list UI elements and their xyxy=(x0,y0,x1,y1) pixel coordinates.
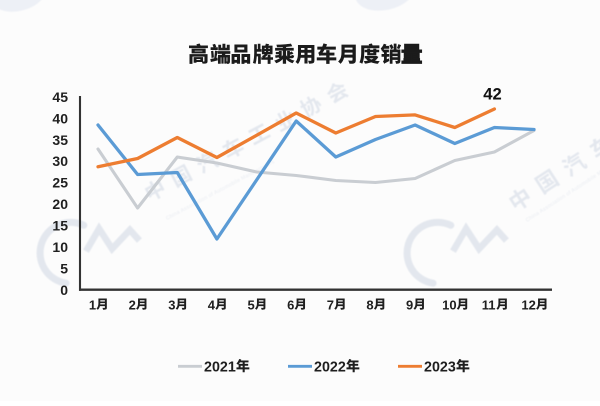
svg-text:20: 20 xyxy=(52,196,68,212)
svg-text:2022: 2022 xyxy=(314,359,346,375)
svg-text:9: 9 xyxy=(406,297,413,312)
svg-text:11: 11 xyxy=(482,297,496,312)
svg-text:5: 5 xyxy=(60,261,68,277)
svg-text:10: 10 xyxy=(52,239,68,255)
svg-text:25: 25 xyxy=(52,175,68,191)
svg-text:30: 30 xyxy=(52,153,68,169)
svg-text:15: 15 xyxy=(52,218,68,234)
svg-text:6: 6 xyxy=(287,297,294,312)
svg-text:0: 0 xyxy=(60,282,68,298)
svg-text:35: 35 xyxy=(52,132,68,148)
svg-text:2023: 2023 xyxy=(424,359,456,375)
svg-text:40: 40 xyxy=(52,110,68,126)
svg-text:4: 4 xyxy=(208,297,216,312)
svg-text:42: 42 xyxy=(483,84,501,103)
svg-text:8: 8 xyxy=(366,297,373,312)
svg-text:5: 5 xyxy=(248,297,255,312)
svg-text:12: 12 xyxy=(521,297,535,312)
svg-text:2021: 2021 xyxy=(204,359,236,375)
svg-text:1: 1 xyxy=(89,297,96,312)
svg-text:3: 3 xyxy=(168,297,175,312)
svg-text:10: 10 xyxy=(442,297,456,312)
svg-text:45: 45 xyxy=(52,89,68,105)
svg-text:7: 7 xyxy=(327,297,334,312)
svg-text:2: 2 xyxy=(129,297,136,312)
